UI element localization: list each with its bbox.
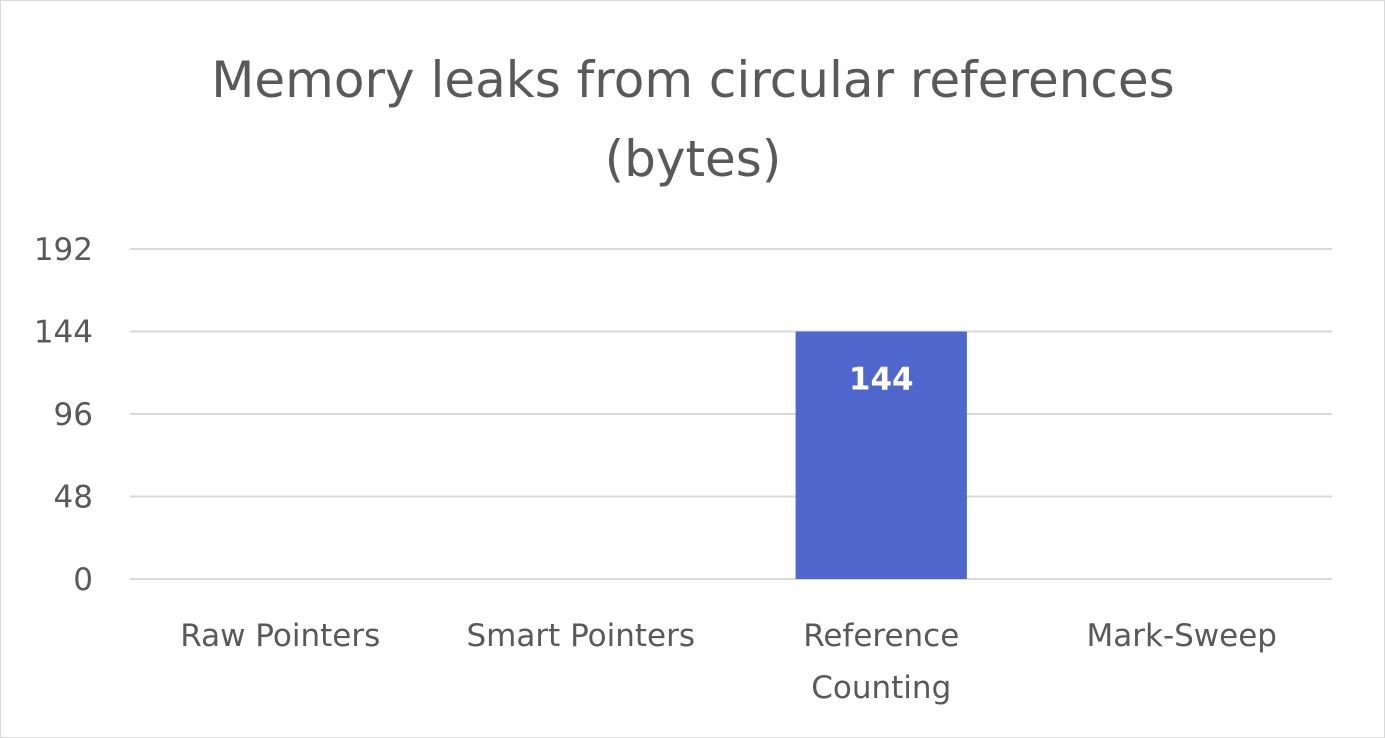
- chart-title: Memory leaks from circular references (by…: [211, 51, 1174, 188]
- category-label-0-line-1: Raw Pointers: [180, 618, 380, 654]
- data-labels: 144: [849, 362, 914, 398]
- y-tick-label: 144: [34, 315, 93, 351]
- data-label-2: 144: [849, 362, 914, 398]
- y-tick-label: 96: [54, 397, 93, 433]
- y-tick-label: 0: [73, 562, 93, 598]
- category-label-1-line-1: Smart Pointers: [466, 618, 695, 654]
- y-tick-label: 192: [34, 232, 93, 268]
- chart-title-line-1: Memory leaks from circular references: [211, 51, 1174, 109]
- chart-title-line-2: (bytes): [605, 130, 782, 188]
- gridlines: [130, 248, 1332, 580]
- y-axis-ticks: 0 48 96 144 192: [34, 232, 93, 598]
- bar-2: [795, 331, 967, 579]
- category-label-3-line-1: Mark-Sweep: [1087, 618, 1277, 654]
- x-axis-categories: Raw Pointers Smart Pointers Reference Count…: [180, 618, 1277, 706]
- y-tick-label: 48: [54, 480, 93, 516]
- category-label-2-line-1: Reference: [803, 618, 959, 654]
- bars: [795, 331, 967, 579]
- category-label-2-line-2: Counting: [811, 670, 951, 706]
